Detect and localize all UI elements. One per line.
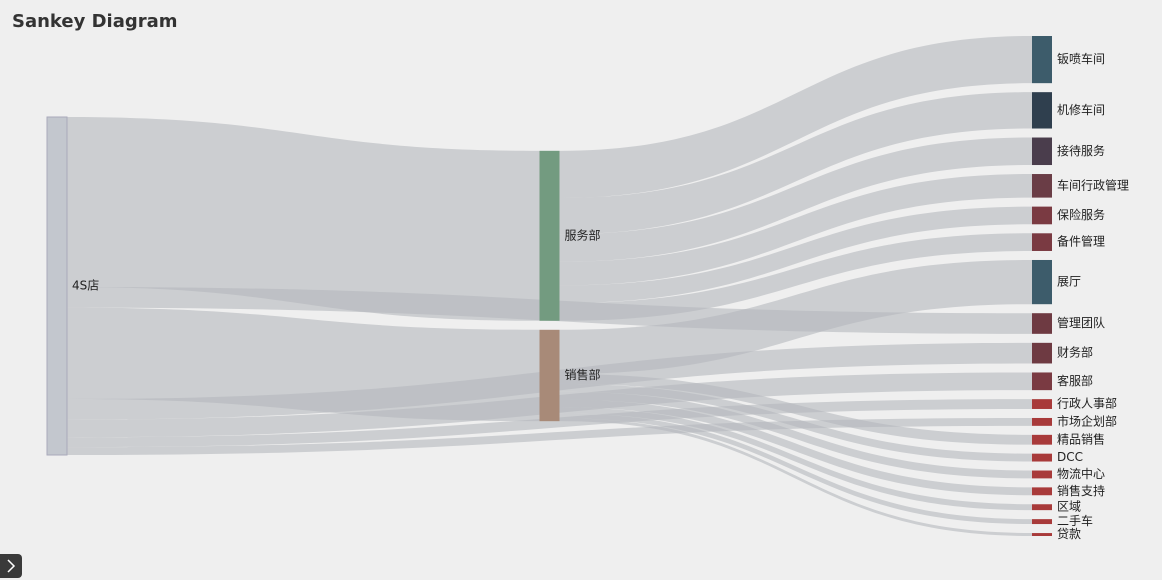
node (1032, 342, 1052, 364)
link (559, 137, 1032, 262)
link (559, 206, 1032, 304)
node-label: 区域 (1057, 500, 1081, 514)
node (1032, 259, 1052, 305)
link (559, 174, 1032, 286)
node-label: 机修车间 (1057, 102, 1105, 117)
node (1032, 399, 1052, 409)
node-label: 物流中心 (1057, 466, 1105, 481)
link (67, 117, 540, 321)
node (1032, 92, 1052, 129)
node (1032, 453, 1052, 462)
node (539, 150, 560, 321)
node (1032, 372, 1052, 391)
link (559, 407, 1032, 511)
expand-button[interactable] (0, 554, 22, 578)
node-label: 备件管理 (1057, 234, 1105, 249)
chevron-icon (7, 559, 16, 573)
link (559, 233, 1032, 321)
node (1032, 137, 1052, 166)
node-label: 管理团队 (1057, 315, 1105, 330)
node-label: 二手车 (1057, 513, 1093, 528)
node-label: 展厅 (1057, 275, 1081, 289)
node-label: 精品销售 (1057, 431, 1105, 446)
link (559, 92, 1032, 235)
node-label: 销售部 (565, 367, 601, 382)
node (1032, 519, 1052, 525)
node-label: 车间行政管理 (1057, 177, 1129, 192)
link (559, 259, 1032, 375)
link (559, 399, 1032, 496)
link (559, 391, 1032, 479)
node (1032, 206, 1052, 225)
node (1032, 434, 1052, 445)
node (1032, 470, 1052, 479)
link (559, 383, 1032, 462)
node-label: 接待服务 (1057, 143, 1105, 158)
link (559, 36, 1032, 198)
node (1032, 417, 1052, 426)
node-label: 市场企划部 (1057, 413, 1117, 428)
link (559, 413, 1032, 525)
node (1032, 487, 1052, 496)
node (1032, 36, 1052, 84)
node-label: 4S店 (72, 279, 99, 293)
node-label: DCC (1057, 450, 1083, 464)
node (1032, 233, 1052, 251)
node-label: 钣喷车间 (1057, 51, 1105, 66)
node-label: 贷款 (1057, 527, 1081, 541)
node (1032, 313, 1052, 334)
link (559, 374, 1032, 445)
node (46, 116, 68, 456)
node (1032, 174, 1052, 198)
link (559, 418, 1032, 536)
node (1032, 533, 1052, 536)
link (67, 417, 1032, 455)
node-label: 行政人事部 (1057, 396, 1117, 411)
node (1032, 504, 1052, 511)
node-label: 财务部 (1057, 345, 1093, 360)
node (539, 329, 560, 422)
node-label: 服务部 (565, 227, 601, 242)
chart-title: Sankey Diagram (12, 11, 178, 32)
node-label: 销售支持 (1057, 483, 1105, 498)
node-label: 保险服务 (1057, 207, 1105, 222)
node-label: 客服部 (1057, 373, 1093, 388)
